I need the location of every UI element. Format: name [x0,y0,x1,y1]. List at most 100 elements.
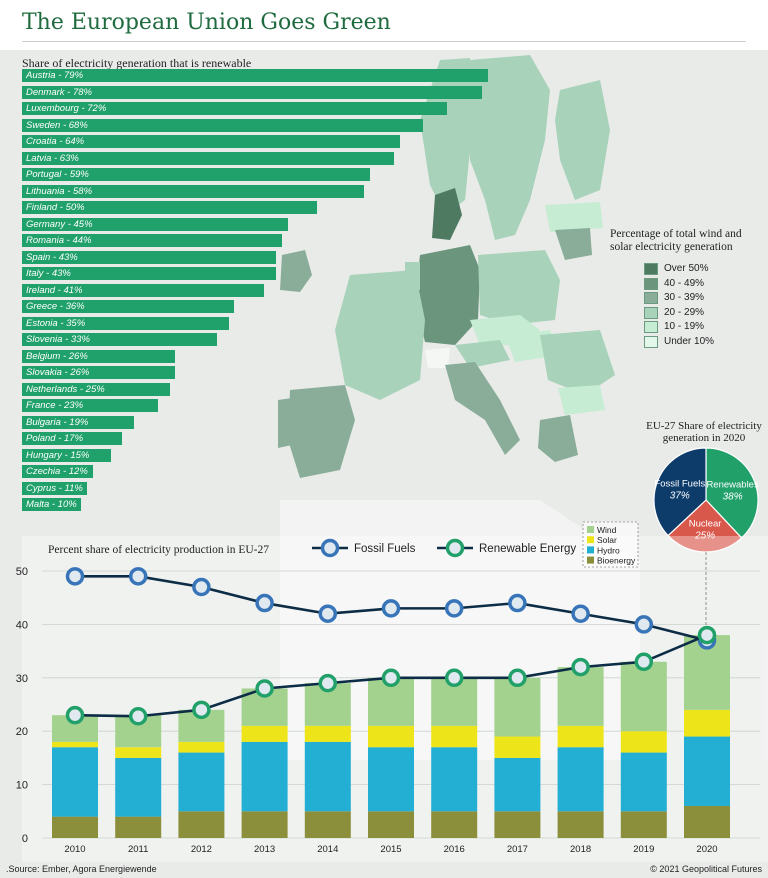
bar-hydro [52,747,98,817]
y-tick-label: 40 [16,619,28,631]
bar-solar [241,725,288,742]
line-marker [444,668,464,688]
line-marker [381,599,401,618]
line-marker [381,668,401,688]
map-legend-swatch [644,306,658,319]
country-bar-label: Bulgaria - 19% [26,416,89,428]
country-bar: Lithuania - 58% [22,184,365,198]
map-legend-label: 20 - 29% [664,306,705,318]
bar-bioenergy [431,811,478,838]
country-bar-label: Greece - 36% [26,301,85,312]
country-bar-label: Luxembourg - 72% [26,103,107,114]
renewable-share-subtitle: Share of electricity generation that is … [22,56,252,70]
stack-legend-label: Solar [597,535,617,545]
bar-hydro [115,757,162,817]
chart-title: Percent share of electricity production … [48,544,269,556]
country-bar: Netherlands - 25% [22,382,170,396]
pie-title: EU-27 Share of electricity generation in… [646,420,762,444]
country-bar: Finland - 50% [22,201,317,214]
map-legend-label: 40 - 49% [664,277,705,289]
country-bar: Luxembourg - 72% [22,102,447,115]
x-tick-label: 2010 [64,844,85,855]
line-marker [128,567,148,586]
x-tick-label: 2013 [254,844,275,855]
country-bar-label: France - 23% [26,400,84,411]
map-legend-swatch [644,292,658,304]
bar-bioenergy [620,811,667,838]
country-bar-label: Croatia - 64% [26,136,85,147]
map-finland [555,80,610,200]
country-bar: Slovakia - 26% [22,366,176,379]
line-marker [318,673,338,693]
bar-bioenergy [684,805,730,838]
country-bar-label: Romania - 44% [26,235,92,246]
map-spain [288,385,355,478]
y-tick-label: 20 [16,726,28,738]
bar-hydro [304,741,351,812]
line-legend-label: Fossil Fuels [354,543,416,555]
country-bar: Hungary - 15% [22,448,111,462]
bar-bioenergy [115,816,162,838]
stack-legend-swatch [587,546,594,554]
map-legend-item: 30 - 39% [644,292,764,304]
copyright: © 2021 Geopolitical Futures [650,864,762,874]
country-bar-label: Slovenia - 33% [26,334,90,345]
map-legend-swatch [644,263,658,275]
country-bar-label: Belgium - 26% [26,350,88,362]
line-marker [192,577,211,597]
country-bar: Ireland - 41% [22,283,264,297]
country-bar: Malta - 10% [22,498,81,511]
bar-hydro [368,747,414,812]
bar-bioenergy [557,811,604,838]
country-bar: Sweden - 68% [22,118,424,132]
country-bar-label: Spain - 43% [26,251,78,263]
country-bar-label: Portugal - 59% [26,169,89,180]
page-title: The European Union Goes Green [22,10,391,35]
bar-bioenergy [52,816,98,838]
bar-hydro [241,741,288,812]
title-divider [22,41,746,42]
map-legend-swatch [644,335,658,348]
map-baltics [545,202,603,232]
country-bar: Croatia - 64% [22,135,400,148]
bar-solar [684,709,730,737]
country-bar: Germany - 45% [22,217,288,231]
map-italy [445,362,520,455]
country-bar: Austria - 79% [22,69,489,82]
stack-legend-swatch [587,556,594,564]
country-bar: Poland - 17% [22,432,123,445]
bar-solar [368,725,414,748]
map-legend-swatch [644,277,658,290]
line-marker [571,657,590,677]
map-legend-item: 40 - 49% [644,277,764,290]
country-bar-label: Poland - 17% [26,433,84,444]
stack-legend-label: Wind [597,525,617,535]
y-tick-label: 0 [22,833,28,845]
country-bar-label: Austria - 79% [26,70,84,81]
bar-bioenergy [368,811,414,838]
map-legend-item: 20 - 29% [644,306,764,319]
bar-hydro [620,752,667,812]
country-bar-label: Italy - 43% [26,268,71,279]
bar-hydro [494,757,541,812]
bar-hydro [684,736,730,806]
map-germany [415,245,480,345]
map-sweden [468,55,550,240]
bar-bioenergy [178,811,225,838]
map-legend-item: Under 10% [644,335,764,348]
map-legend-item: Over 50% [644,263,764,275]
bar-wind [557,667,604,726]
stack-legend-label: Bioenergy [597,556,636,566]
map-portugal [278,398,292,448]
country-bar-label: Slovakia - 26% [26,367,90,378]
country-bar: Denmark - 78% [22,85,483,99]
country-bar: Romania - 44% [22,234,282,247]
country-bar-label: Sweden - 68% [26,119,88,131]
y-tick-label: 10 [16,780,28,792]
map-greece [538,415,578,462]
map-romania [540,330,615,395]
bar-solar [431,725,478,748]
map-poland [478,250,560,325]
